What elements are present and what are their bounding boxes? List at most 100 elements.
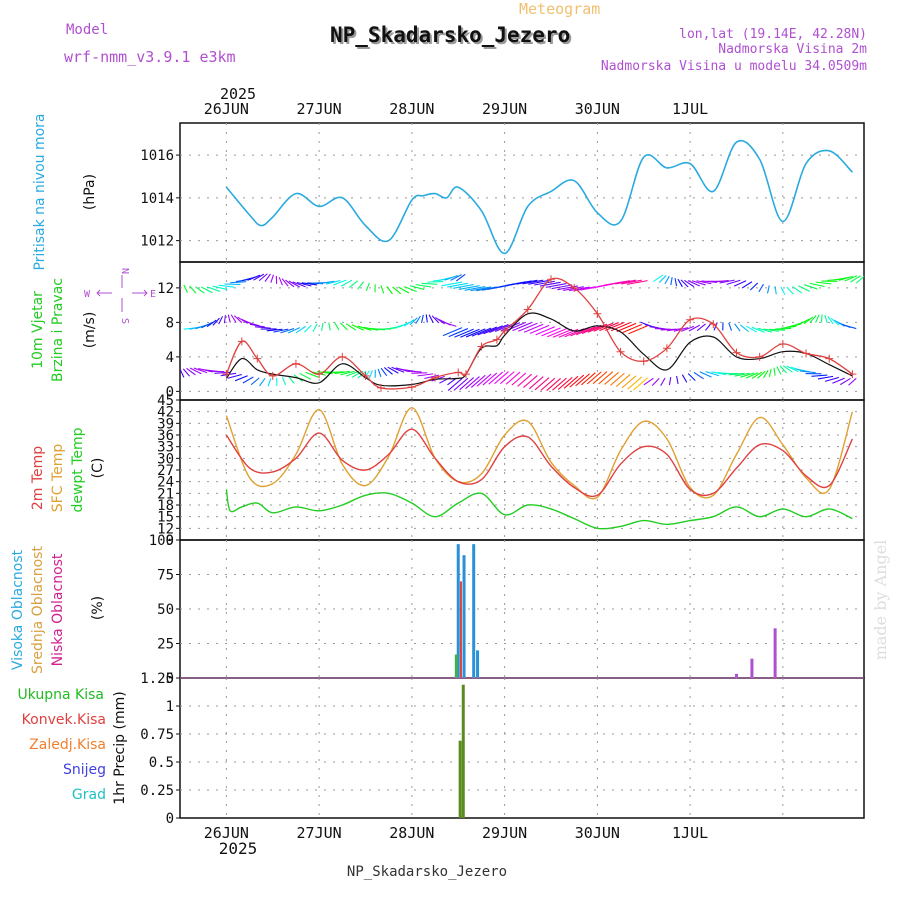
wind-arrow <box>809 282 825 288</box>
wind-arrow <box>815 281 832 285</box>
cloud-low-title: Niska Oblacnost <box>50 553 66 666</box>
wind-arrow <box>733 280 747 287</box>
wind-arrow <box>464 286 486 291</box>
wind-arrow <box>489 323 509 334</box>
wind-arrow <box>357 281 364 290</box>
temperature-panel <box>225 407 854 530</box>
wind-arrow <box>539 281 561 287</box>
wind-arrow <box>386 286 393 295</box>
wind-arrow <box>622 323 643 334</box>
y-tick-label: 0 <box>166 671 174 687</box>
y-tick-label: 42 <box>157 405 174 421</box>
wind-arrow <box>734 372 750 377</box>
wind-arrow <box>534 377 550 391</box>
precip-unit: 1hr Precip (mm) <box>112 691 128 804</box>
wind-arrow <box>782 365 793 373</box>
wind-arrow <box>693 371 704 380</box>
wind-arrow <box>454 328 474 338</box>
date-label-bottom: 29JUN <box>482 824 527 842</box>
precip-bar <box>461 684 465 818</box>
date-labels: 26JUN 26JUN 27JUN 27JUN 28JUN 28JUN 29JUN 29JUN… <box>204 100 708 842</box>
y-tick-label: 15 <box>157 510 174 526</box>
wind-arrow <box>740 372 755 378</box>
gust-marker <box>376 383 385 392</box>
wind-arrow <box>301 282 318 286</box>
wind-arrow <box>803 316 814 325</box>
date-label-top: 30JUN <box>575 100 620 118</box>
wind-arrow <box>779 365 788 374</box>
y-tick-label: 4 <box>166 350 174 366</box>
wind-arrow <box>186 367 196 376</box>
wind-arrow <box>223 315 226 324</box>
wind-arrow <box>230 281 247 284</box>
wind-arrow <box>512 322 532 332</box>
wind-arrow <box>809 315 817 324</box>
wind-arrow <box>848 377 857 386</box>
pressure-title: Pritisak na nivou mora <box>32 113 48 270</box>
wind-arrow <box>321 322 324 332</box>
date-label-top: 26JUN <box>204 100 249 118</box>
wind-arrow <box>505 371 521 385</box>
legend-freezing-rain: Zaledj.Kisa <box>29 737 106 753</box>
cloud-bar <box>462 555 466 678</box>
compass-rose: W E N S <box>84 268 156 324</box>
wind-arrow <box>599 322 619 332</box>
wind-arrow <box>668 377 672 386</box>
wind-arrow <box>757 327 773 333</box>
wind-arrow <box>691 280 706 286</box>
y-tick-label: 0.25 <box>140 783 174 799</box>
wind-arrow <box>465 376 480 390</box>
gust-marker <box>407 383 416 392</box>
y-tick-label: 12 <box>157 521 174 537</box>
wind-arrow <box>820 314 823 323</box>
wind-arrow <box>676 375 679 385</box>
wind-arrow <box>741 281 753 289</box>
wind-arrow <box>488 371 504 385</box>
wind-arrow <box>840 377 851 386</box>
wind-arrow <box>776 366 782 375</box>
wind-arrow <box>666 328 683 332</box>
wind-arrow <box>428 314 434 323</box>
wind-arrow <box>377 368 382 378</box>
wind-arrow <box>328 322 331 331</box>
y-tick-label: 0.5 <box>149 755 174 771</box>
wind-arrow <box>250 377 260 386</box>
wind-arrow <box>287 375 295 384</box>
cloud-unit: (%) <box>90 596 106 620</box>
wind-arrow <box>345 323 357 331</box>
wind-arrow <box>581 324 602 334</box>
wind-arrow <box>442 327 463 337</box>
pressure-line <box>225 139 853 255</box>
wind-arrow <box>687 373 696 382</box>
gust-marker <box>222 370 231 379</box>
gust-marker <box>732 348 741 357</box>
y-tick-label: 25 <box>157 637 174 653</box>
wind-arrow <box>476 373 492 387</box>
wind-arrow <box>575 373 590 387</box>
wind-arrow <box>212 285 228 291</box>
gust-marker <box>593 309 602 318</box>
y-tick-label: 50 <box>157 602 174 618</box>
wind-speed-line <box>225 312 853 387</box>
wind-arrow <box>227 314 231 323</box>
wind-arrow <box>417 373 434 377</box>
wind-arrow <box>452 284 474 289</box>
y-tick-label: 30 <box>157 451 174 467</box>
wind-arrow <box>195 286 205 294</box>
wind-arrow <box>786 365 799 373</box>
wind-arrow <box>340 370 355 376</box>
wind-arrow <box>523 323 544 333</box>
wind-arrow <box>470 374 486 388</box>
model-label: Model <box>66 22 108 38</box>
wind-arrow <box>798 285 811 292</box>
wind-arrow <box>459 377 475 391</box>
wind-arrow <box>842 324 857 330</box>
gust-marker <box>570 283 579 292</box>
wind-arrow <box>431 315 440 324</box>
wind-arrow <box>201 286 213 294</box>
wind-arrow <box>511 372 527 386</box>
wind-arrow <box>621 279 642 285</box>
grid-lines: 1012101410160481291215182124273033363942… <box>140 123 864 827</box>
legend-graupel: Grad <box>72 787 106 803</box>
wind-arrow <box>380 285 385 294</box>
